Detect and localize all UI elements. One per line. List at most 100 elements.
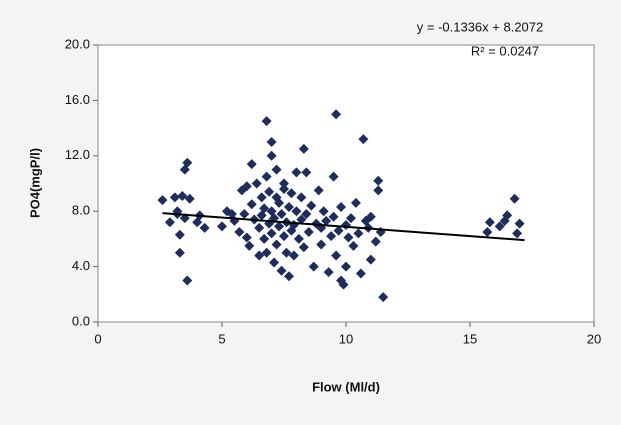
- point: [291, 167, 302, 178]
- point: [348, 240, 359, 251]
- point: [286, 188, 297, 199]
- point: [482, 226, 493, 237]
- point: [316, 239, 327, 250]
- point: [303, 226, 314, 237]
- point: [157, 195, 168, 206]
- point: [494, 221, 505, 232]
- point: [276, 208, 287, 219]
- point: [177, 190, 188, 201]
- point: [199, 222, 210, 233]
- point: [370, 236, 381, 247]
- y-tick-label: 8.0: [72, 203, 90, 218]
- point: [226, 208, 237, 219]
- y-tick-label: 20.0: [65, 36, 90, 51]
- point: [271, 164, 282, 175]
- trend-equation: y = -0.1336x + 8.2072: [417, 19, 543, 34]
- point: [279, 178, 289, 189]
- x-tick-label: 20: [587, 331, 601, 346]
- point: [512, 228, 523, 239]
- point: [241, 232, 252, 243]
- point: [234, 226, 245, 237]
- point: [271, 239, 282, 250]
- point: [345, 213, 356, 224]
- point: [328, 171, 339, 182]
- point: [174, 247, 185, 258]
- point: [241, 181, 252, 192]
- point: [308, 261, 319, 272]
- point: [274, 221, 285, 232]
- r-squared: R² = 0.0247: [471, 43, 539, 58]
- point: [251, 178, 262, 189]
- point: [328, 211, 339, 222]
- point: [254, 222, 265, 233]
- y-tick-label: 16.0: [65, 92, 90, 107]
- point: [283, 202, 294, 213]
- x-axis-title: Flow (Ml/d): [312, 379, 380, 394]
- point: [333, 225, 344, 236]
- point: [355, 268, 366, 279]
- x-tick-label: 5: [218, 331, 225, 346]
- point: [373, 175, 384, 186]
- point: [296, 192, 307, 203]
- point: [338, 279, 349, 290]
- point: [378, 292, 389, 303]
- point: [244, 240, 255, 251]
- point: [266, 136, 277, 147]
- point: [276, 265, 287, 276]
- point: [217, 221, 227, 232]
- point: [256, 192, 267, 203]
- point: [269, 257, 280, 268]
- point: [484, 217, 495, 228]
- point: [169, 192, 180, 203]
- point: [254, 250, 265, 261]
- point: [266, 150, 277, 161]
- point: [239, 208, 250, 219]
- y-tick-label: 4.0: [72, 258, 90, 273]
- point: [184, 193, 195, 204]
- point: [301, 167, 312, 178]
- point: [283, 271, 294, 282]
- point: [259, 203, 270, 214]
- y-tick-label: 0.0: [72, 313, 90, 328]
- point: [293, 233, 304, 244]
- point: [331, 250, 342, 261]
- point: [264, 186, 275, 197]
- point: [358, 134, 369, 145]
- point: [261, 116, 272, 127]
- point: [509, 193, 520, 204]
- point: [313, 185, 324, 196]
- point: [182, 157, 193, 168]
- y-axis-title: PO4(mgP/l): [27, 148, 42, 218]
- point: [365, 211, 376, 222]
- point: [353, 228, 364, 239]
- point: [291, 206, 302, 217]
- point: [321, 215, 332, 226]
- y-tick-label: 12.0: [65, 147, 90, 162]
- point: [279, 231, 289, 242]
- point: [306, 200, 317, 211]
- point: [182, 275, 193, 286]
- point: [343, 232, 354, 243]
- point: [336, 202, 347, 213]
- point: [261, 171, 272, 182]
- point: [323, 267, 334, 278]
- point: [331, 109, 342, 120]
- point: [301, 208, 312, 219]
- point: [298, 242, 309, 253]
- point: [514, 218, 525, 229]
- point: [274, 197, 285, 208]
- point: [174, 229, 185, 240]
- point: [261, 247, 272, 258]
- point: [259, 233, 270, 244]
- point: [326, 231, 337, 242]
- plot-area: [97, 44, 595, 323]
- point: [341, 261, 351, 272]
- point: [318, 206, 329, 217]
- point: [365, 254, 376, 265]
- point: [373, 185, 384, 196]
- x-tick-label: 0: [94, 331, 101, 346]
- point: [192, 217, 203, 228]
- point: [279, 184, 289, 195]
- point: [246, 159, 257, 170]
